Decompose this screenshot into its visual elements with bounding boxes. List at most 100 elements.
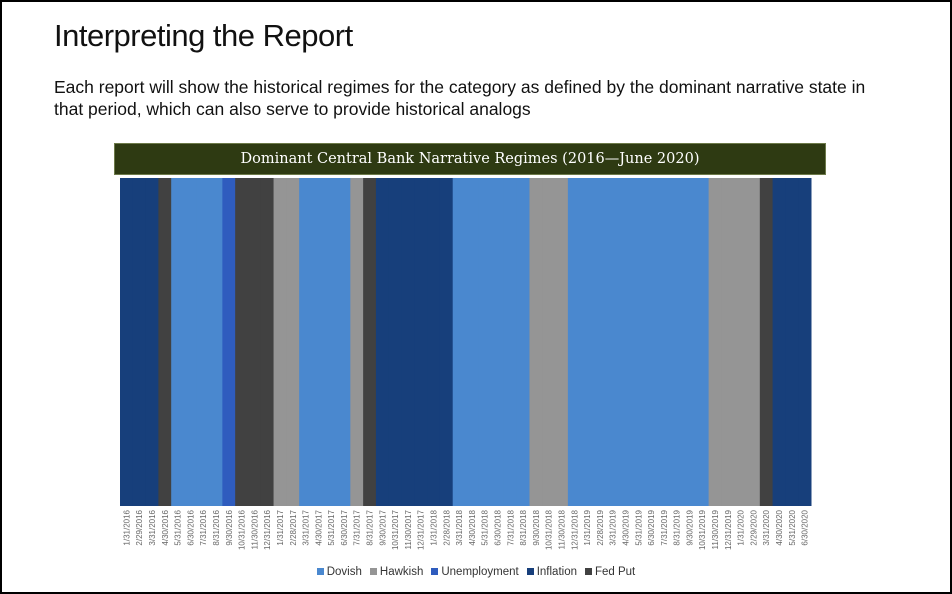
x-tick-label: 5/31/2020 — [788, 509, 797, 545]
regime-bar-dovish — [644, 178, 658, 506]
regime-bar-inflation — [132, 178, 147, 506]
regime-bar-hawkish — [286, 178, 300, 506]
x-tick-label: 5/31/2017 — [327, 509, 336, 545]
regime-bar-inflation — [401, 178, 415, 506]
regime-bar-hawkish — [734, 178, 748, 506]
regime-bar-hawkish — [542, 178, 556, 506]
x-tick-label: 9/30/2018 — [532, 509, 541, 545]
regime-bar-dovish — [478, 178, 492, 506]
regime-bar-dovish — [619, 178, 633, 506]
regime-bar-fed-put — [363, 178, 377, 506]
regime-bar-inflation — [145, 178, 159, 506]
x-tick-label: 1/31/2016 — [122, 509, 131, 545]
x-tick-label: 1/31/2017 — [276, 509, 285, 545]
legend-label: Unemployment — [441, 566, 519, 578]
x-tick-label: 6/30/2017 — [340, 509, 349, 545]
x-tick-label: 8/31/2016 — [212, 509, 221, 545]
x-tick-label: 1/31/2020 — [737, 509, 746, 545]
regime-bar-dovish — [683, 178, 697, 506]
x-tick-label: 10/31/2019 — [698, 509, 707, 550]
x-tick-label: 8/31/2017 — [366, 509, 375, 545]
regime-bar-fed-put — [247, 178, 262, 506]
legend-item-unemployment: Unemployment — [431, 566, 519, 578]
slide-title: Interpreting the Report — [54, 18, 353, 53]
regime-bar-dovish — [491, 178, 505, 506]
regime-bar-inflation — [439, 178, 454, 506]
x-tick-label: 6/30/2020 — [801, 509, 810, 545]
regime-bar-dovish — [567, 178, 582, 506]
x-tick-label: 2/29/2016 — [135, 509, 144, 545]
regime-bar-dovish — [593, 178, 607, 506]
legend-label: Inflation — [536, 566, 577, 578]
x-tick-label: 4/30/2019 — [621, 509, 630, 545]
legend-label: Fed Put — [594, 566, 636, 578]
x-tick-label: 9/30/2016 — [225, 509, 234, 545]
regime-bar-inflation — [427, 178, 441, 506]
regime-bar-hawkish — [721, 178, 735, 506]
x-tick-label: 12/31/2016 — [263, 509, 272, 550]
x-tick-label: 4/30/2016 — [161, 509, 170, 545]
x-tick-label: 5/31/2019 — [634, 509, 643, 545]
x-tick-label: 8/31/2019 — [673, 509, 682, 545]
regime-bar-dovish — [657, 178, 671, 506]
x-tick-label: 4/30/2018 — [468, 509, 477, 545]
regime-bar-dovish — [337, 178, 351, 506]
x-tick-label: 12/31/2018 — [570, 509, 579, 550]
chart-legend: Dovish Hawkish Unemployment Inflation Fed Pu… — [0, 566, 952, 578]
chart-title: Dominant Central Bank Narrative Regimes … — [114, 143, 826, 175]
regime-bar-unemployment — [222, 178, 236, 506]
legend-item-dovish: Dovish — [316, 566, 362, 578]
legend-item-hawkish: Hawkish — [369, 566, 423, 578]
x-tick-label: 6/30/2019 — [647, 509, 656, 545]
regime-bar-dovish — [516, 178, 530, 506]
regime-bar-dovish — [299, 178, 313, 506]
regime-bar-dovish — [695, 178, 710, 506]
x-tick-label: 10/31/2016 — [238, 509, 247, 550]
regime-bar-dovish — [465, 178, 479, 506]
x-tick-label: 7/31/2018 — [506, 509, 515, 545]
x-tick-label: 3/31/2019 — [609, 509, 618, 545]
regime-bar-dovish — [631, 178, 646, 506]
x-tick-label: 3/31/2020 — [762, 509, 771, 545]
x-tick-label: 2/28/2017 — [289, 509, 298, 545]
regime-bar-inflation — [798, 178, 812, 506]
regime-bar-dovish — [670, 178, 684, 506]
regime-bar-hawkish — [350, 178, 364, 506]
regime-bar-fed-put — [759, 178, 774, 506]
x-tick-label: 2/29/2020 — [749, 509, 758, 545]
legend-swatch — [316, 568, 324, 575]
regime-bar-dovish — [503, 178, 518, 506]
x-tick-label: 1/31/2018 — [430, 509, 439, 545]
x-tick-label: 6/30/2018 — [493, 509, 502, 545]
regime-bar-dovish — [311, 178, 326, 506]
regime-bar-inflation — [772, 178, 786, 506]
x-tick-label: 4/30/2020 — [775, 509, 784, 545]
x-tick-label: 12/31/2019 — [724, 509, 733, 550]
regime-bar-dovish — [171, 178, 185, 506]
x-tick-label: 12/31/2017 — [417, 509, 426, 550]
x-tick-label: 4/30/2017 — [314, 509, 323, 545]
legend-item-inflation: Inflation — [526, 566, 577, 578]
regime-bar-dovish — [324, 178, 339, 506]
regime-bar-inflation — [388, 178, 403, 506]
regime-bar-dovish — [209, 178, 223, 506]
x-tick-label: 5/31/2018 — [481, 509, 490, 545]
regime-bar-dovish — [606, 178, 620, 506]
regime-bar-dovish — [183, 178, 198, 506]
x-tick-label: 6/30/2016 — [186, 509, 195, 545]
regime-bar-hawkish — [555, 178, 569, 506]
regime-bar-inflation — [120, 178, 134, 506]
legend-label: Dovish — [326, 566, 362, 578]
x-tick-label: 11/30/2017 — [404, 509, 413, 549]
x-tick-label: 7/31/2017 — [353, 509, 362, 545]
x-tick-label: 8/31/2018 — [519, 509, 528, 545]
x-tick-label: 7/31/2016 — [199, 509, 208, 545]
regime-bar-dovish — [452, 178, 466, 506]
legend-swatch — [584, 568, 592, 575]
regime-bar-dovish — [580, 178, 594, 506]
regime-bar-hawkish — [708, 178, 722, 506]
x-tick-label: 7/31/2019 — [660, 509, 669, 545]
x-tick-label: 9/30/2017 — [378, 509, 387, 545]
x-tick-label: 10/31/2018 — [545, 509, 554, 550]
x-tick-label: 2/28/2018 — [442, 509, 451, 545]
